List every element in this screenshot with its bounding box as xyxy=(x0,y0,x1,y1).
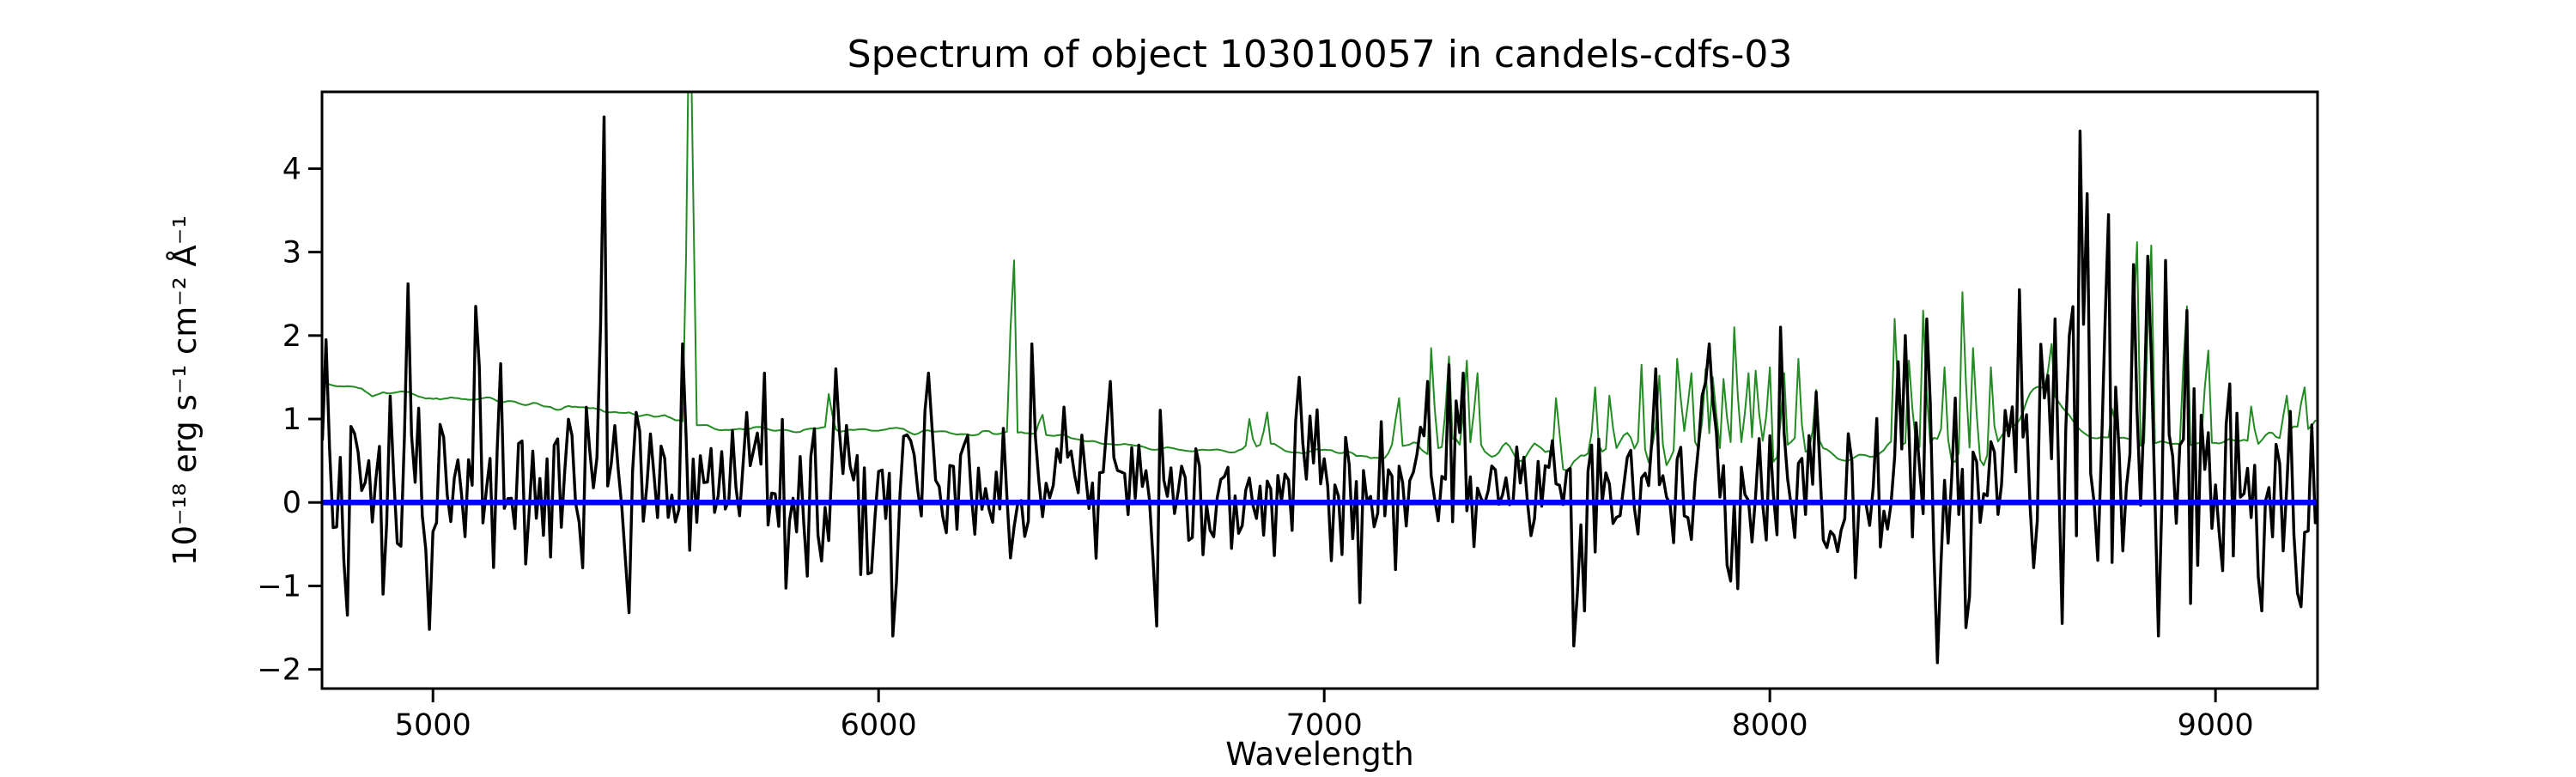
flux-spectrum-line xyxy=(322,115,2318,665)
x-axis-label: Wavelength xyxy=(1225,736,1414,773)
x-tick-label: 5000 xyxy=(395,708,471,743)
x-tick-label: 8000 xyxy=(1732,708,1808,743)
x-tick-label: 7000 xyxy=(1286,708,1363,743)
series-layer xyxy=(322,92,2318,665)
x-tick-label: 9000 xyxy=(2178,708,2254,743)
y-tick-label: −2 xyxy=(257,653,301,688)
chart-title: Spectrum of object 103010057 in candels-… xyxy=(848,33,1793,76)
y-axis-label: 10⁻¹⁸ erg s⁻¹ cm⁻² Å⁻¹ xyxy=(166,215,204,566)
y-tick-label: 2 xyxy=(283,319,301,354)
y-tick-label: 0 xyxy=(283,486,301,520)
y-tick-label: 1 xyxy=(283,403,301,437)
axes-frame xyxy=(320,90,2319,690)
y-tick-label: 4 xyxy=(283,152,301,186)
plot-area xyxy=(322,92,2318,689)
y-tick-label: 3 xyxy=(283,236,301,270)
x-tick-label: 6000 xyxy=(841,708,917,743)
y-tick-label: −1 xyxy=(257,569,301,604)
